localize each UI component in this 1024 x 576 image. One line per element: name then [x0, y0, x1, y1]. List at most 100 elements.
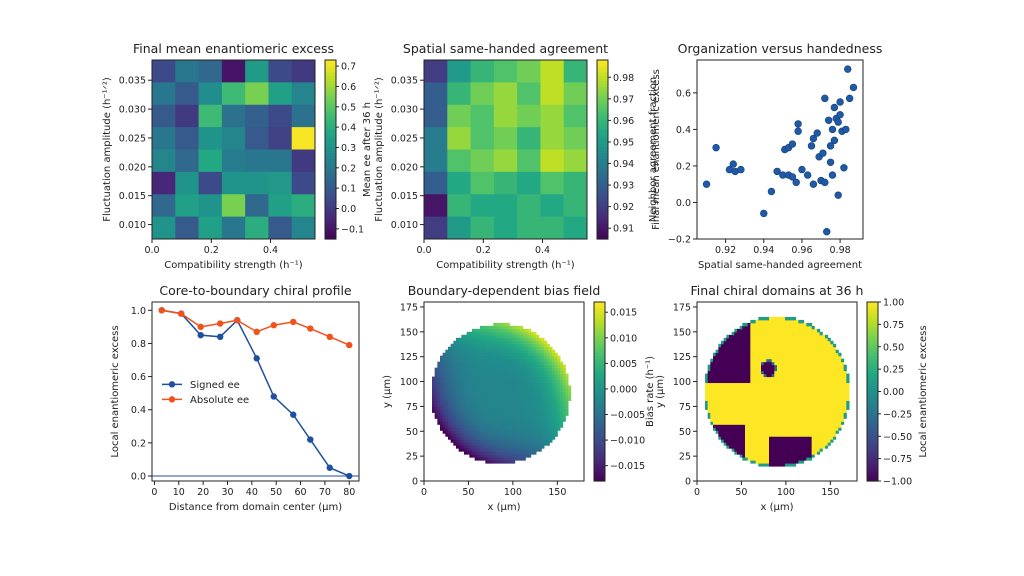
map-cell [793, 355, 797, 360]
map-cell [729, 424, 733, 428]
map-cell [747, 403, 751, 407]
map-cell [496, 391, 500, 395]
map-cell [530, 406, 534, 410]
colorbar-segment [867, 319, 878, 324]
map-cell [493, 418, 497, 422]
map-cell [779, 355, 783, 360]
y-tick-label: 150 [400, 327, 418, 338]
map-cell [809, 340, 813, 345]
map-cell [811, 382, 815, 387]
map-cell [790, 370, 794, 375]
map-cell [496, 328, 500, 333]
map-cell [480, 433, 484, 437]
map-cell [464, 424, 468, 428]
map-cell [498, 433, 502, 437]
map-cell [806, 445, 810, 449]
map-cell [488, 382, 492, 387]
map-cell [501, 382, 505, 387]
map-cell [546, 358, 550, 363]
map-cell [466, 361, 470, 366]
map-cell [758, 352, 762, 357]
map-cell [464, 451, 468, 455]
map-cell [715, 361, 719, 366]
map-cell [723, 406, 727, 410]
map-cell [453, 433, 457, 437]
heatmap-cell [493, 82, 518, 106]
map-cell [504, 385, 508, 390]
map-cell [496, 460, 500, 464]
map-cell [434, 406, 438, 410]
map-cell [747, 400, 751, 404]
map-cell [830, 418, 834, 422]
map-cell [790, 373, 794, 378]
map-cell [533, 397, 537, 401]
map-cell [734, 349, 738, 354]
map-cell [448, 382, 452, 387]
map-cell [538, 355, 542, 360]
map-cell [811, 403, 815, 407]
map-cell [458, 367, 462, 372]
map-cell [472, 349, 476, 354]
map-cell [541, 373, 545, 378]
map-cell [562, 406, 566, 410]
map-cell [522, 343, 526, 348]
map-cell [750, 382, 754, 387]
map-cell [745, 373, 749, 378]
map-cell [779, 409, 783, 413]
colorbar-tick-label: 0.75 [883, 320, 904, 331]
map-cell [482, 346, 486, 351]
map-cell [774, 358, 778, 363]
map-cell [787, 337, 791, 342]
map-cell [803, 379, 807, 384]
map-cell [538, 361, 542, 366]
map-cell [506, 352, 510, 357]
map-cell [536, 415, 540, 419]
map-cell [469, 412, 473, 416]
map-cell [806, 334, 810, 339]
map-cell [506, 358, 510, 363]
map-cell [822, 340, 826, 345]
map-cell [769, 331, 773, 336]
map-cell [763, 412, 767, 416]
map-cell [822, 397, 826, 401]
map-cell [811, 388, 815, 392]
map-cell [474, 376, 478, 381]
map-cell [472, 421, 476, 425]
map-cell [817, 448, 821, 452]
map-cell [565, 373, 569, 378]
map-cell [801, 358, 805, 363]
map-cell [456, 373, 460, 378]
map-cell [726, 424, 730, 428]
map-cell [546, 343, 550, 348]
colorbar-segment [325, 116, 336, 121]
map-cell [544, 379, 548, 384]
map-cell [753, 346, 757, 351]
map-cell [803, 385, 807, 390]
colorbar-segment [594, 400, 605, 405]
map-cell [549, 427, 553, 431]
map-cell [496, 331, 500, 336]
y-tick-label: 100 [673, 377, 691, 388]
map-cell [533, 346, 537, 351]
map-cell [562, 367, 566, 372]
colorbar-segment [594, 409, 605, 413]
map-cell [538, 406, 542, 410]
map-cell [763, 355, 767, 360]
map-cell [806, 436, 810, 440]
axes-frame [151, 301, 360, 482]
y-tick-label: 0.035 [119, 76, 146, 87]
heatmap-cell [198, 194, 223, 218]
map-cell [838, 367, 842, 372]
map-cell [769, 346, 773, 351]
colorbar-segment [867, 439, 878, 443]
colorbar-segment [597, 80, 608, 85]
map-cell [485, 433, 489, 437]
map-cell [713, 409, 717, 413]
map-cell [520, 376, 524, 381]
map-cell [841, 412, 845, 416]
colorbar-segment [594, 334, 605, 339]
colorbar-segment [325, 107, 336, 112]
map-cell [530, 331, 534, 336]
map-cell [458, 445, 462, 449]
scatter-point [844, 65, 852, 73]
